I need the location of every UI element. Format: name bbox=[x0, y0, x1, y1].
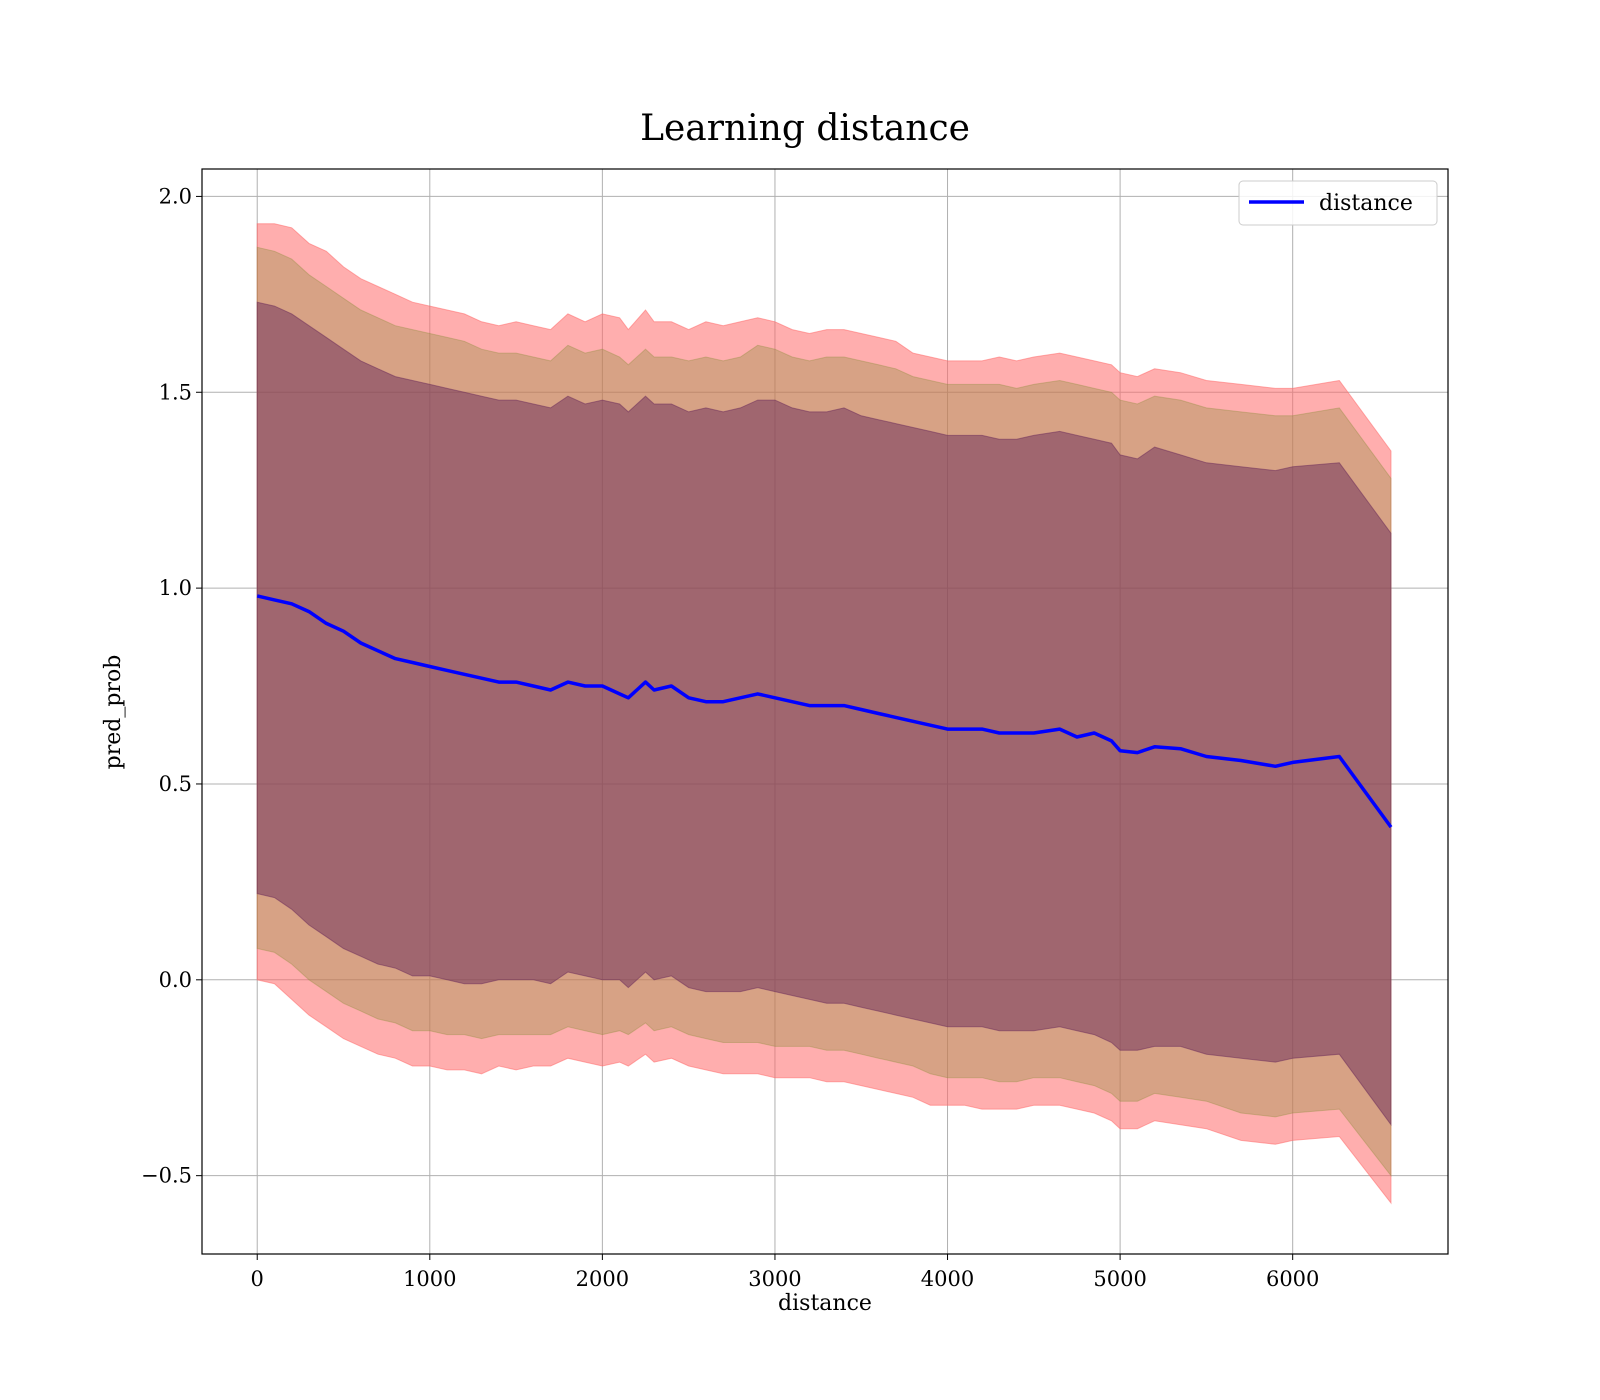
confidence-band bbox=[256, 301, 1392, 1127]
legend-label: distance bbox=[1319, 191, 1413, 216]
legend: distance bbox=[1238, 180, 1438, 226]
x-tick-label: 5000 bbox=[1093, 1267, 1146, 1291]
y-tick-label: 2.0 bbox=[159, 184, 192, 208]
y-tick-label: 1.0 bbox=[159, 576, 192, 600]
x-tick-label: 0 bbox=[251, 1267, 264, 1291]
x-tick-label: 6000 bbox=[1266, 1267, 1319, 1291]
confidence-bands bbox=[256, 223, 1392, 1205]
y-axis-ticks: −0.5 0.0 0.5 1.0 1.5 2.0 bbox=[141, 184, 202, 1188]
y-axis-label: pred_prob bbox=[101, 655, 126, 770]
series-lines bbox=[256, 594, 1393, 829]
x-axis-ticks: 0 1000 2000 3000 4000 5000 6000 bbox=[251, 1254, 1319, 1291]
plot-frame bbox=[201, 168, 1449, 1255]
legend-box bbox=[1238, 180, 1438, 226]
x-tick-label: 3000 bbox=[748, 1267, 801, 1291]
y-tick-label: −0.5 bbox=[141, 1164, 192, 1188]
y-tick-label: 0.0 bbox=[159, 968, 192, 992]
x-axis-label: distance bbox=[778, 1291, 872, 1316]
chart-title: Learning distance bbox=[640, 108, 970, 149]
series-line-distance bbox=[256, 594, 1393, 829]
x-tick-label: 1000 bbox=[403, 1267, 456, 1291]
y-tick-label: 0.5 bbox=[159, 772, 192, 796]
x-tick-label: 4000 bbox=[921, 1267, 974, 1291]
y-tick-label: 1.5 bbox=[159, 380, 192, 404]
x-tick-label: 2000 bbox=[576, 1267, 629, 1291]
